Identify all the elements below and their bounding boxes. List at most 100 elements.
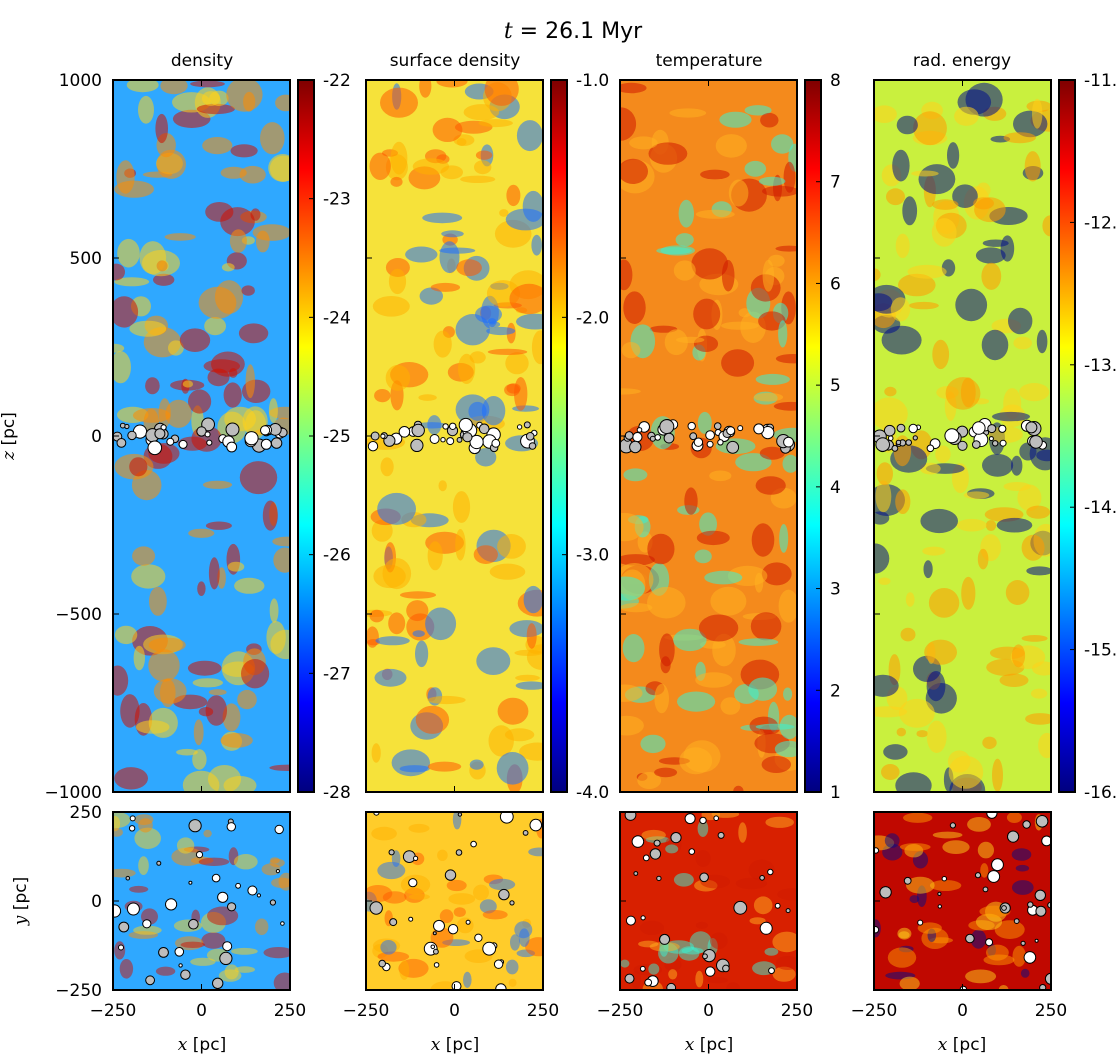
star-particle [370, 431, 380, 441]
star-particle [785, 908, 791, 914]
star-particle [260, 438, 272, 450]
star-particle [687, 421, 696, 431]
star-particle [905, 439, 913, 446]
star-particle [457, 812, 463, 817]
star-particle [659, 933, 671, 945]
x-tick-label: 250 [1035, 1001, 1067, 1021]
star-particle [891, 445, 899, 452]
star-particle [499, 812, 514, 824]
colorbar-2 [550, 79, 568, 793]
star-particle [991, 858, 1004, 872]
colorbar-tick-label: -14. [1084, 498, 1117, 518]
star-particle [917, 919, 924, 926]
star-particle [462, 432, 473, 443]
star-particle [498, 888, 510, 901]
star-particle [188, 880, 193, 885]
panel-title-density: density [171, 51, 233, 71]
star-particle [178, 963, 183, 968]
star-particle [636, 427, 643, 433]
star-particle [629, 440, 642, 454]
star-particle [474, 933, 483, 942]
star-particle [982, 886, 989, 893]
x-tick-label: 0 [703, 1001, 714, 1021]
star-particle [992, 440, 999, 447]
star-particle [516, 424, 523, 430]
x-axis-label-4: x [pc] [938, 1035, 986, 1055]
y-axis-label-y: y [pc] [11, 877, 31, 926]
star-particle [895, 439, 902, 446]
x-tick-label: 0 [957, 1001, 968, 1021]
star-particle [270, 437, 283, 449]
star-particle [759, 921, 773, 935]
star-particle [178, 439, 188, 449]
colorbar-3 [804, 79, 822, 793]
colorbar-tick-label: -23 [323, 190, 351, 210]
star-particle [447, 924, 459, 935]
star-particle [523, 421, 531, 429]
star-particle [188, 819, 202, 833]
star-particle [875, 437, 891, 452]
star-particle [411, 423, 425, 438]
star-particle [713, 815, 720, 822]
star-particle [633, 871, 639, 876]
star-particle [887, 435, 894, 442]
projection-panel-2 [365, 811, 544, 991]
star-particle [965, 933, 975, 944]
star-particle [624, 973, 635, 984]
star-particle [145, 975, 156, 986]
colorbar-tick-label: 8 [830, 71, 841, 91]
star-particle [988, 436, 994, 442]
star-particle [642, 854, 650, 862]
star-particle [903, 876, 912, 885]
colorbar-tick-label: -1.0 [576, 71, 609, 91]
star-particle [118, 944, 124, 951]
colorbar-tick-label: -16. [1084, 783, 1117, 803]
star-particle [987, 424, 997, 434]
projection-panel-3 [619, 811, 798, 991]
star-particle [656, 875, 662, 882]
star-particle [737, 425, 744, 432]
panel-title-temperature: temperature [656, 51, 763, 71]
star-particle [774, 902, 781, 909]
y-tick-label: −500 [55, 605, 102, 625]
star-particle [408, 878, 418, 888]
star-particle [726, 440, 740, 454]
colorbar-tick-label: 7 [830, 173, 841, 193]
star-particle [509, 900, 515, 906]
star-particle [1041, 835, 1051, 847]
star-particle [706, 440, 714, 448]
x-tick-label: −250 [851, 1001, 898, 1021]
panel-title-surface-density: surface density [390, 51, 521, 71]
star-particle [649, 435, 656, 442]
star-particle [410, 438, 424, 452]
star-particle [999, 439, 1007, 447]
x-tick-label: 250 [527, 1001, 559, 1021]
star-particle [1034, 889, 1047, 901]
star-particle [478, 423, 490, 435]
star-particle [883, 424, 896, 437]
star-particle [388, 849, 395, 856]
star-particle [1034, 938, 1039, 943]
star-particle [726, 426, 736, 436]
x-tick-label: 250 [781, 1001, 813, 1021]
star-particle [1022, 820, 1031, 829]
colorbar-tick-label: -11. [1084, 71, 1117, 91]
star-particle [1007, 830, 1020, 843]
star-particle [1020, 940, 1026, 946]
star-particle [987, 870, 1001, 883]
star-particle [367, 441, 379, 452]
star-particle [644, 978, 653, 987]
star-particle [1023, 951, 1037, 964]
star-particle [211, 873, 221, 883]
x-tick-label: −250 [90, 1001, 137, 1021]
y-tick-label: −250 [55, 981, 102, 1001]
star-particle [702, 953, 708, 960]
star-particle [125, 875, 131, 881]
star-particle [631, 835, 645, 848]
star-particle [378, 959, 387, 968]
y-tick-label: 0 [91, 427, 102, 447]
colorbar-tick-label: 4 [830, 478, 841, 498]
colorbar-tick-label: -27 [323, 664, 351, 684]
star-particle [455, 849, 463, 856]
star-particle [733, 900, 748, 915]
